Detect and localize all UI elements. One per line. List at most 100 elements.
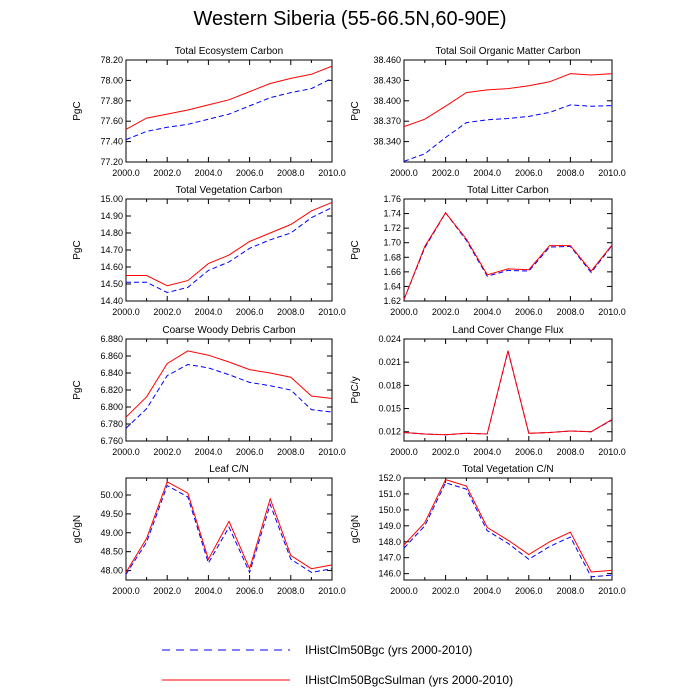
- y-tick-label-total-vegetation-c-n: 147.0: [378, 553, 401, 563]
- series-line-bgc-coarse-woody-debris-carbon: [125, 363, 333, 429]
- series-line-bgc-total-vegetation-c-n: [403, 482, 613, 578]
- y-tick-label-land-cover-change-flux: 0.024: [378, 334, 401, 344]
- panel-title-total-litter-carbon: Total Litter Carbon: [467, 185, 549, 196]
- y-tick-label-total-litter-carbon: 1.64: [383, 281, 401, 291]
- y-tick-label-total-ecosystem-carbon: 78.20: [100, 55, 123, 65]
- x-tick-label-total-vegetation-carbon: 2000.0: [112, 307, 140, 317]
- y-tick-label-total-vegetation-c-n: 146.0: [378, 569, 401, 579]
- y-tick-label-total-ecosystem-carbon: 77.80: [100, 96, 123, 106]
- y-tick-label-total-vegetation-carbon: 14.80: [100, 228, 123, 238]
- y-tick-label-land-cover-change-flux: 0.012: [378, 427, 401, 437]
- series-line-sulman-total-soil-organic-matter-carbon: [403, 73, 613, 128]
- x-tick-label-total-litter-carbon: 2000.0: [390, 307, 418, 317]
- plot-frame-total-vegetation-carbon: [125, 198, 333, 302]
- x-tick-label-total-soil-organic-matter-carbon: 2008.0: [557, 168, 585, 178]
- x-tick-label-land-cover-change-flux: 2006.0: [515, 447, 543, 457]
- y-tick-label-total-vegetation-c-n: 149.0: [378, 521, 401, 531]
- x-tick-label-total-vegetation-c-n: 2006.0: [515, 586, 543, 596]
- panel-total-vegetation-carbon: Total Vegetation Carbon 2000.0 2002.0 2004.…: [72, 185, 346, 317]
- x-tick-label-total-vegetation-c-n: 2000.0: [390, 586, 418, 596]
- legend: IHistClm50Bgc (yrs 2000-2010) IHistClm50…: [162, 643, 513, 687]
- x-tick-label-total-vegetation-carbon: 2006.0: [236, 307, 264, 317]
- x-tick-label-coarse-woody-debris-carbon: 2006.0: [236, 447, 264, 457]
- panel-total-ecosystem-carbon: Total Ecosystem Carbon 2000.0 2002.0 2004.0…: [72, 46, 346, 178]
- y-tick-label-total-litter-carbon: 1.70: [383, 238, 401, 248]
- y-tick-label-total-vegetation-c-n: 148.0: [378, 537, 401, 547]
- y-tick-label-total-litter-carbon: 1.62: [383, 296, 401, 306]
- y-tick-label-coarse-woody-debris-carbon: 6.840: [100, 368, 123, 378]
- y-tick-label-coarse-woody-debris-carbon: 6.760: [100, 436, 123, 446]
- y-tick-label-coarse-woody-debris-carbon: 6.800: [100, 402, 123, 412]
- x-tick-label-leaf-c-n: 2008.0: [277, 586, 305, 596]
- y-tick-label-coarse-woody-debris-carbon: 6.820: [100, 385, 123, 395]
- series-line-sulman-total-litter-carbon: [403, 211, 613, 300]
- x-tick-label-total-soil-organic-matter-carbon: 2010.0: [598, 168, 626, 178]
- x-tick-label-coarse-woody-debris-carbon: 2010.0: [318, 447, 346, 457]
- x-tick-label-land-cover-change-flux: 2004.0: [473, 447, 501, 457]
- x-tick-label-total-ecosystem-carbon: 2004.0: [195, 168, 223, 178]
- panel-title-coarse-woody-debris-carbon: Coarse Woody Debris Carbon: [162, 325, 295, 336]
- panel-title-total-vegetation-carbon: Total Vegetation Carbon: [176, 185, 283, 196]
- series-line-sulman-leaf-c-n: [125, 481, 333, 573]
- x-tick-label-total-ecosystem-carbon: 2006.0: [236, 168, 264, 178]
- series-line-sulman-total-vegetation-carbon: [126, 201, 333, 287]
- x-tick-label-total-ecosystem-carbon: 2010.0: [318, 168, 346, 178]
- panel-title-land-cover-change-flux: Land Cover Change Flux: [452, 325, 563, 336]
- x-tick-label-coarse-woody-debris-carbon: 2008.0: [277, 447, 305, 457]
- y-tick-label-total-vegetation-c-n: 152.0: [378, 473, 401, 483]
- y-tick-label-total-litter-carbon: 1.76: [383, 194, 401, 204]
- series-line-sulman-total-ecosystem-carbon: [125, 65, 333, 130]
- y-tick-label-total-vegetation-carbon: 14.60: [100, 262, 123, 272]
- y-tick-label-leaf-c-n: 49.50: [100, 509, 123, 519]
- x-tick-label-total-vegetation-carbon: 2010.0: [318, 307, 346, 317]
- x-tick-label-total-litter-carbon: 2002.0: [432, 307, 460, 317]
- x-tick-label-coarse-woody-debris-carbon: 2004.0: [195, 447, 223, 457]
- y-axis-label-leaf-c-n: gC/gN: [72, 515, 83, 543]
- y-tick-label-coarse-woody-debris-carbon: 6.780: [100, 419, 123, 429]
- x-tick-label-leaf-c-n: 2002.0: [153, 586, 181, 596]
- panel-title-leaf-c-n: Leaf C/N: [209, 464, 248, 475]
- y-tick-label-total-vegetation-carbon: 15.00: [100, 194, 123, 204]
- x-tick-label-total-vegetation-carbon: 2004.0: [195, 307, 223, 317]
- y-tick-label-total-vegetation-carbon: 14.90: [100, 211, 123, 221]
- y-tick-label-total-litter-carbon: 1.72: [383, 223, 401, 233]
- y-tick-label-coarse-woody-debris-carbon: 6.860: [100, 351, 123, 361]
- y-tick-label-land-cover-change-flux: 0.018: [378, 380, 401, 390]
- x-tick-label-total-litter-carbon: 2008.0: [557, 307, 585, 317]
- panel-coarse-woody-debris-carbon: Coarse Woody Debris Carbon 2000.0 2002.0 20…: [72, 325, 346, 457]
- y-axis-label-total-vegetation-c-n: gC/gN: [350, 515, 361, 543]
- x-tick-label-total-vegetation-c-n: 2004.0: [473, 586, 501, 596]
- x-tick-label-total-vegetation-c-n: 2002.0: [432, 586, 460, 596]
- plot-frame-land-cover-change-flux: [403, 338, 613, 442]
- series-line-bgc-leaf-c-n: [125, 484, 333, 575]
- series-line-bgc-land-cover-change-flux: [403, 351, 613, 436]
- panels-group: Total Ecosystem Carbon 2000.0 2002.0 2004.0…: [72, 46, 626, 596]
- x-tick-label-total-soil-organic-matter-carbon: 2006.0: [515, 168, 543, 178]
- y-tick-label-total-litter-carbon: 1.66: [383, 267, 401, 277]
- x-tick-label-coarse-woody-debris-carbon: 2002.0: [153, 447, 181, 457]
- y-tick-label-total-vegetation-c-n: 151.0: [378, 489, 401, 499]
- x-tick-label-leaf-c-n: 2010.0: [318, 586, 346, 596]
- y-tick-label-total-ecosystem-carbon: 77.40: [100, 137, 123, 147]
- y-tick-label-total-vegetation-carbon: 14.40: [100, 296, 123, 306]
- legend-label-bgc: IHistClm50Bgc (yrs 2000-2010): [305, 643, 472, 657]
- y-tick-label-total-soil-organic-matter-carbon: 38.430: [373, 75, 401, 85]
- y-tick-label-total-ecosystem-carbon: 78.00: [100, 75, 123, 85]
- x-tick-label-leaf-c-n: 2006.0: [236, 586, 264, 596]
- legend-label-sulman: IHistClm50BgcSulman (yrs 2000-2010): [305, 673, 513, 687]
- panel-total-litter-carbon: Total Litter Carbon 2000.0 2002.0 2004.0 200…: [350, 185, 626, 317]
- x-tick-label-total-vegetation-carbon: 2002.0: [153, 307, 181, 317]
- series-line-sulman-coarse-woody-debris-carbon: [125, 350, 333, 418]
- x-tick-label-total-vegetation-carbon: 2008.0: [277, 307, 305, 317]
- plot-frame-total-soil-organic-matter-carbon: [403, 59, 613, 163]
- x-tick-label-land-cover-change-flux: 2008.0: [557, 447, 585, 457]
- y-tick-label-total-soil-organic-matter-carbon: 38.460: [373, 55, 401, 65]
- y-tick-label-total-soil-organic-matter-carbon: 38.370: [373, 116, 401, 126]
- x-tick-label-total-ecosystem-carbon: 2002.0: [153, 168, 181, 178]
- x-tick-label-total-vegetation-c-n: 2010.0: [598, 586, 626, 596]
- x-tick-label-total-litter-carbon: 2006.0: [515, 307, 543, 317]
- y-tick-label-total-litter-carbon: 1.74: [383, 209, 401, 219]
- x-tick-label-coarse-woody-debris-carbon: 2000.0: [112, 447, 140, 457]
- y-tick-label-total-vegetation-carbon: 14.50: [100, 279, 123, 289]
